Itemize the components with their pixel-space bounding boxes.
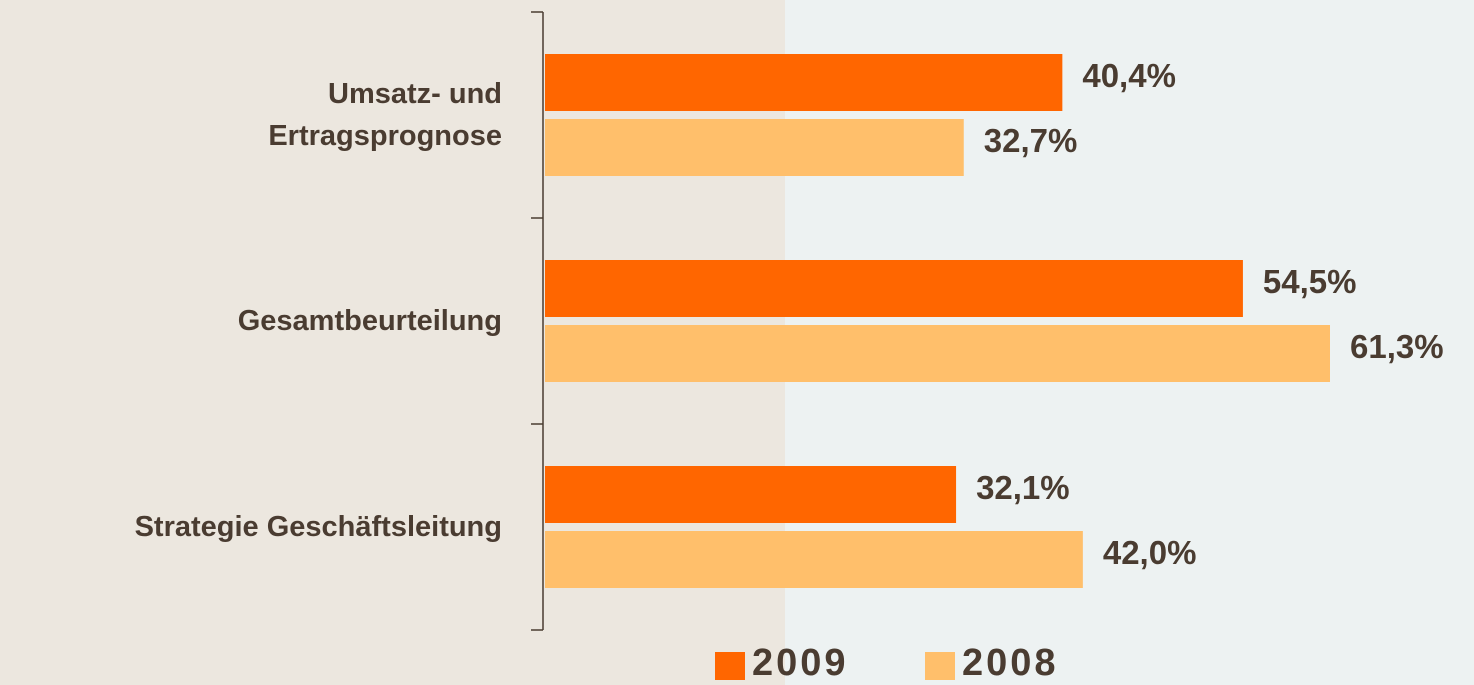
bar <box>545 466 957 523</box>
category-label: Gesamtbeurteilung <box>237 305 502 337</box>
value-label: 42,0% <box>1103 534 1197 571</box>
value-label: 40,4% <box>1082 57 1176 94</box>
bar <box>545 325 1330 382</box>
legend-swatch <box>715 652 745 680</box>
bar <box>545 54 1063 111</box>
category-label: Umsatz- und Ertragsprognose <box>268 78 502 152</box>
legend-label: 2008 <box>962 642 1059 684</box>
bar <box>545 119 964 176</box>
legend-label: 2009 <box>752 642 849 684</box>
value-label: 54,5% <box>1263 263 1357 300</box>
category-label: Strategie Geschäftsleitung <box>134 511 502 543</box>
value-label: 61,3% <box>1350 328 1444 365</box>
bar <box>545 531 1083 588</box>
bar <box>545 260 1243 317</box>
value-label: 32,1% <box>976 469 1070 506</box>
value-label: 32,7% <box>984 122 1078 159</box>
legend-swatch <box>925 652 955 680</box>
